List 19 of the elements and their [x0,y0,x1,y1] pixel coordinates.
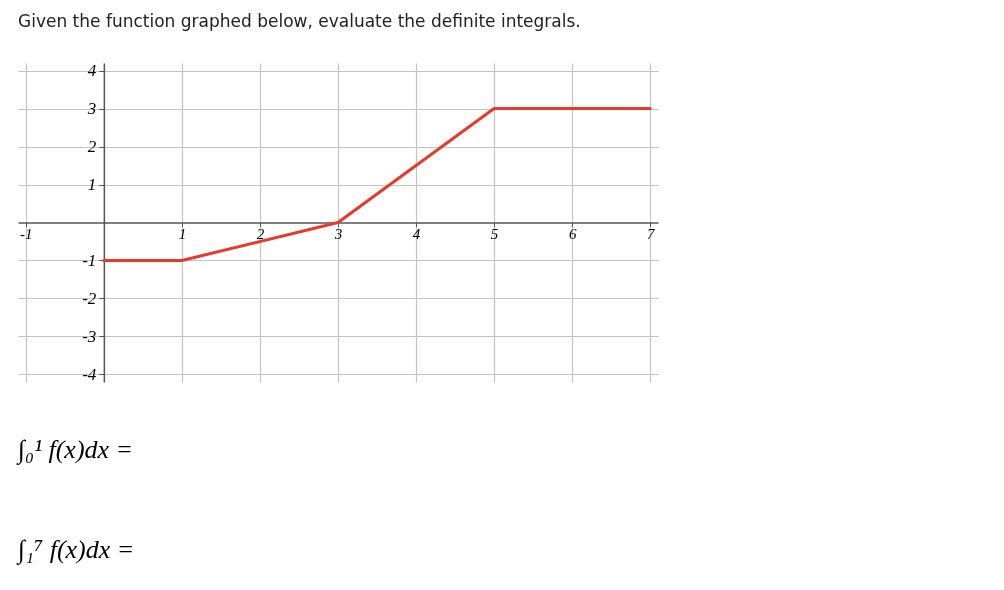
x-tick-label: 6 [568,226,577,242]
x-tick-label: 7 [646,226,656,242]
y-tick-label: 1 [87,175,97,195]
y-tick-label: 2 [87,137,97,157]
x-tick-label: 4 [412,226,421,242]
y-tick-label: -2 [82,288,97,308]
y-tick-label: -1 [82,250,97,270]
y-tick-label: -4 [82,364,97,384]
x-tick-label: 3 [333,226,343,242]
y-tick-label: 3 [86,99,97,119]
text: ∫₁⁷ f(x)dx = [16,535,135,565]
text: ∫₀¹ f(x)dx = [16,435,134,465]
x-tick-label: -1 [20,226,33,242]
x-tick-label: 2 [256,226,265,242]
y-tick-label: -3 [82,326,97,346]
x-tick-label: 5 [490,226,499,242]
chart-title: Given the function graphed below, evaluate the definite integrals. [18,10,581,31]
y-tick-label: 4 [87,61,97,81]
x-tick-label: 1 [178,226,187,242]
